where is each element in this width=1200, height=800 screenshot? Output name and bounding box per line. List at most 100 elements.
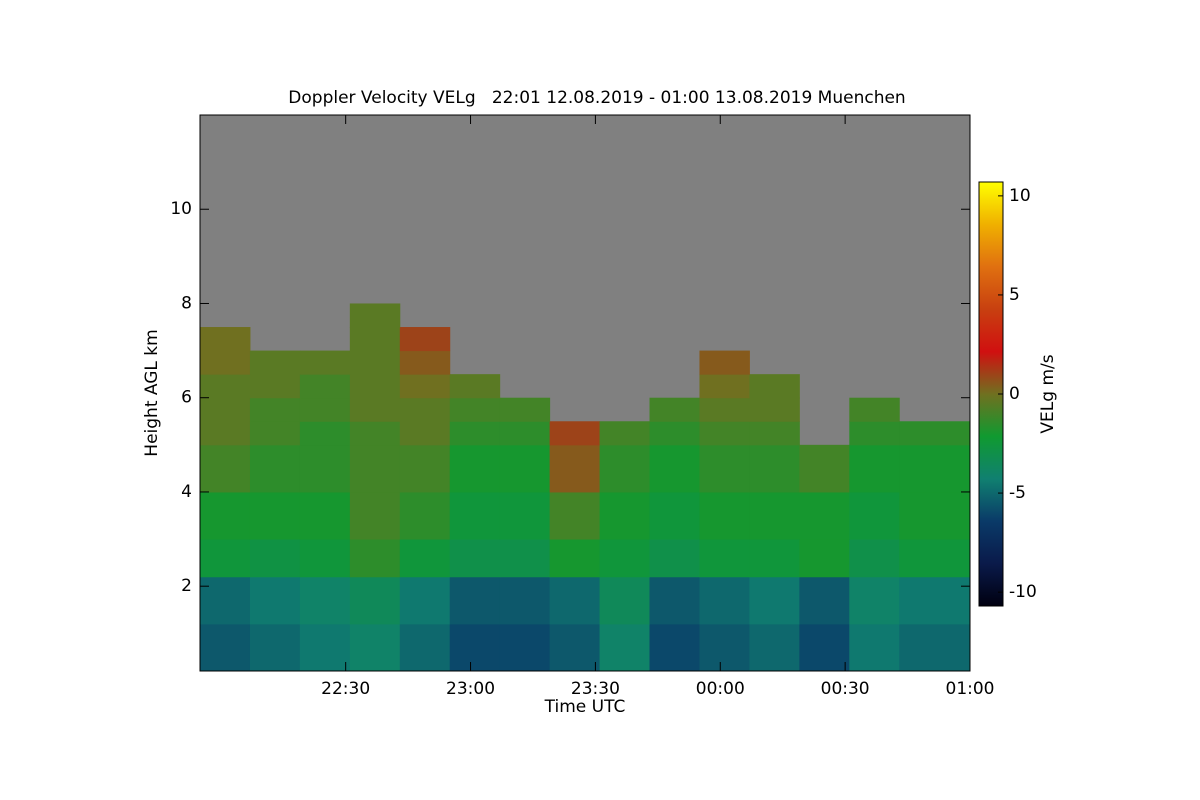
heatmap-cell — [399, 421, 451, 446]
heatmap-cell — [899, 623, 971, 672]
heatmap-cell — [549, 491, 601, 540]
heatmap-cell — [849, 539, 900, 578]
x-tick-label: 00:00 — [696, 679, 745, 699]
heatmap-cell — [349, 623, 401, 672]
heatmap-cell — [349, 397, 401, 422]
heatmap-cell — [549, 623, 601, 672]
heatmap-cell — [449, 539, 501, 578]
heatmap-cell — [649, 491, 700, 540]
heatmap-cell — [499, 576, 551, 625]
colorbar-label: VELg m/s — [1038, 354, 1058, 433]
heatmap-cell — [649, 397, 700, 422]
heatmap-cell — [799, 623, 850, 672]
heatmap-cell — [849, 623, 900, 672]
heatmap-cell — [699, 374, 750, 399]
heatmap-cell — [249, 397, 301, 422]
heatmap-cell — [200, 576, 251, 625]
heatmap-cell — [249, 374, 301, 399]
y-axis-label: Height AGL km — [142, 329, 162, 456]
heatmap-cell — [299, 350, 351, 375]
heatmap-cell — [249, 444, 301, 493]
heatmap-cell — [249, 421, 301, 446]
heatmap-cell — [499, 397, 551, 422]
heatmap-cell — [799, 491, 850, 540]
heatmap-cell — [749, 623, 800, 672]
heatmap-cell — [899, 576, 971, 625]
heatmap-cell — [699, 623, 750, 672]
colorbar-tick-label: -10 — [1009, 582, 1037, 602]
heatmap-cell — [349, 350, 401, 375]
heatmap-cell — [849, 421, 900, 446]
heatmap-cell — [200, 327, 251, 352]
heatmap-cell — [399, 444, 451, 493]
heatmap-cell — [849, 444, 900, 493]
heatmap-cell — [849, 576, 900, 625]
heatmap-cell — [299, 576, 351, 625]
heatmap-cell — [699, 421, 750, 446]
heatmap-cell — [249, 350, 301, 375]
heatmap-cell — [749, 374, 800, 399]
heatmap-cell — [849, 491, 900, 540]
heatmap-cell — [299, 421, 351, 446]
heatmap-cell — [649, 539, 700, 578]
heatmap-cell — [249, 491, 301, 540]
colorbar-tick-label: 5 — [1009, 285, 1020, 305]
y-tick-label: 2 — [181, 576, 192, 596]
heatmap-cell — [699, 491, 750, 540]
heatmap-cell — [200, 539, 251, 578]
heatmap-cell — [599, 444, 651, 493]
heatmap-cell — [449, 421, 501, 446]
heatmap-cell — [349, 421, 401, 446]
heatmap-cell — [200, 421, 251, 446]
heatmap-cell — [699, 576, 750, 625]
heatmap-cell — [749, 397, 800, 422]
heatmap-cell — [399, 374, 451, 399]
heatmap-cell — [499, 444, 551, 493]
y-tick-label: 10 — [170, 199, 192, 219]
heatmap-cell — [200, 397, 251, 422]
heatmap-cell — [449, 444, 501, 493]
heatmap-cell — [399, 623, 451, 672]
heatmap-cell — [699, 539, 750, 578]
chart-title: Doppler Velocity VELg 22:01 12.08.2019 -… — [288, 88, 905, 108]
heatmap-cell — [399, 491, 451, 540]
heatmap-cell — [649, 576, 700, 625]
heatmap-cell — [349, 491, 401, 540]
heatmap-cell — [899, 421, 971, 446]
y-tick-label: 6 — [181, 388, 192, 408]
heatmap-cell — [899, 491, 971, 540]
heatmap-cell — [299, 491, 351, 540]
heatmap-cell — [349, 374, 401, 399]
heatmap-cell — [449, 623, 501, 672]
heatmap-cell — [599, 421, 651, 446]
heatmap-cell — [799, 576, 850, 625]
heatmap-cell — [599, 576, 651, 625]
heatmap-cell — [699, 397, 750, 422]
x-tick-label: 22:30 — [321, 679, 370, 699]
x-axis-label: Time UTC — [544, 697, 626, 717]
heatmap-cell — [249, 623, 301, 672]
heatmap-cell — [549, 539, 601, 578]
heatmap-cell — [499, 421, 551, 446]
heatmap-cell — [399, 539, 451, 578]
heatmap-cell — [549, 444, 601, 493]
heatmap-cell — [200, 350, 251, 375]
heatmap-cell — [799, 539, 850, 578]
heatmap-cell — [449, 374, 501, 399]
heatmap-cell — [699, 350, 750, 375]
heatmap-cell — [449, 576, 501, 625]
heatmap-cell — [649, 421, 700, 446]
plot-frame — [199, 114, 971, 672]
heatmap-cell — [749, 421, 800, 446]
heatmap-cell — [349, 327, 401, 352]
heatmap-cell — [299, 374, 351, 399]
heatmap-cell — [499, 539, 551, 578]
heatmap-cell — [649, 444, 700, 493]
heatmap-cell — [749, 576, 800, 625]
heatmap-cell — [649, 623, 700, 672]
x-tick-label: 01:00 — [946, 679, 995, 699]
heatmap-cell — [249, 539, 301, 578]
heatmap-cell — [499, 491, 551, 540]
heatmap-cell — [499, 623, 551, 672]
